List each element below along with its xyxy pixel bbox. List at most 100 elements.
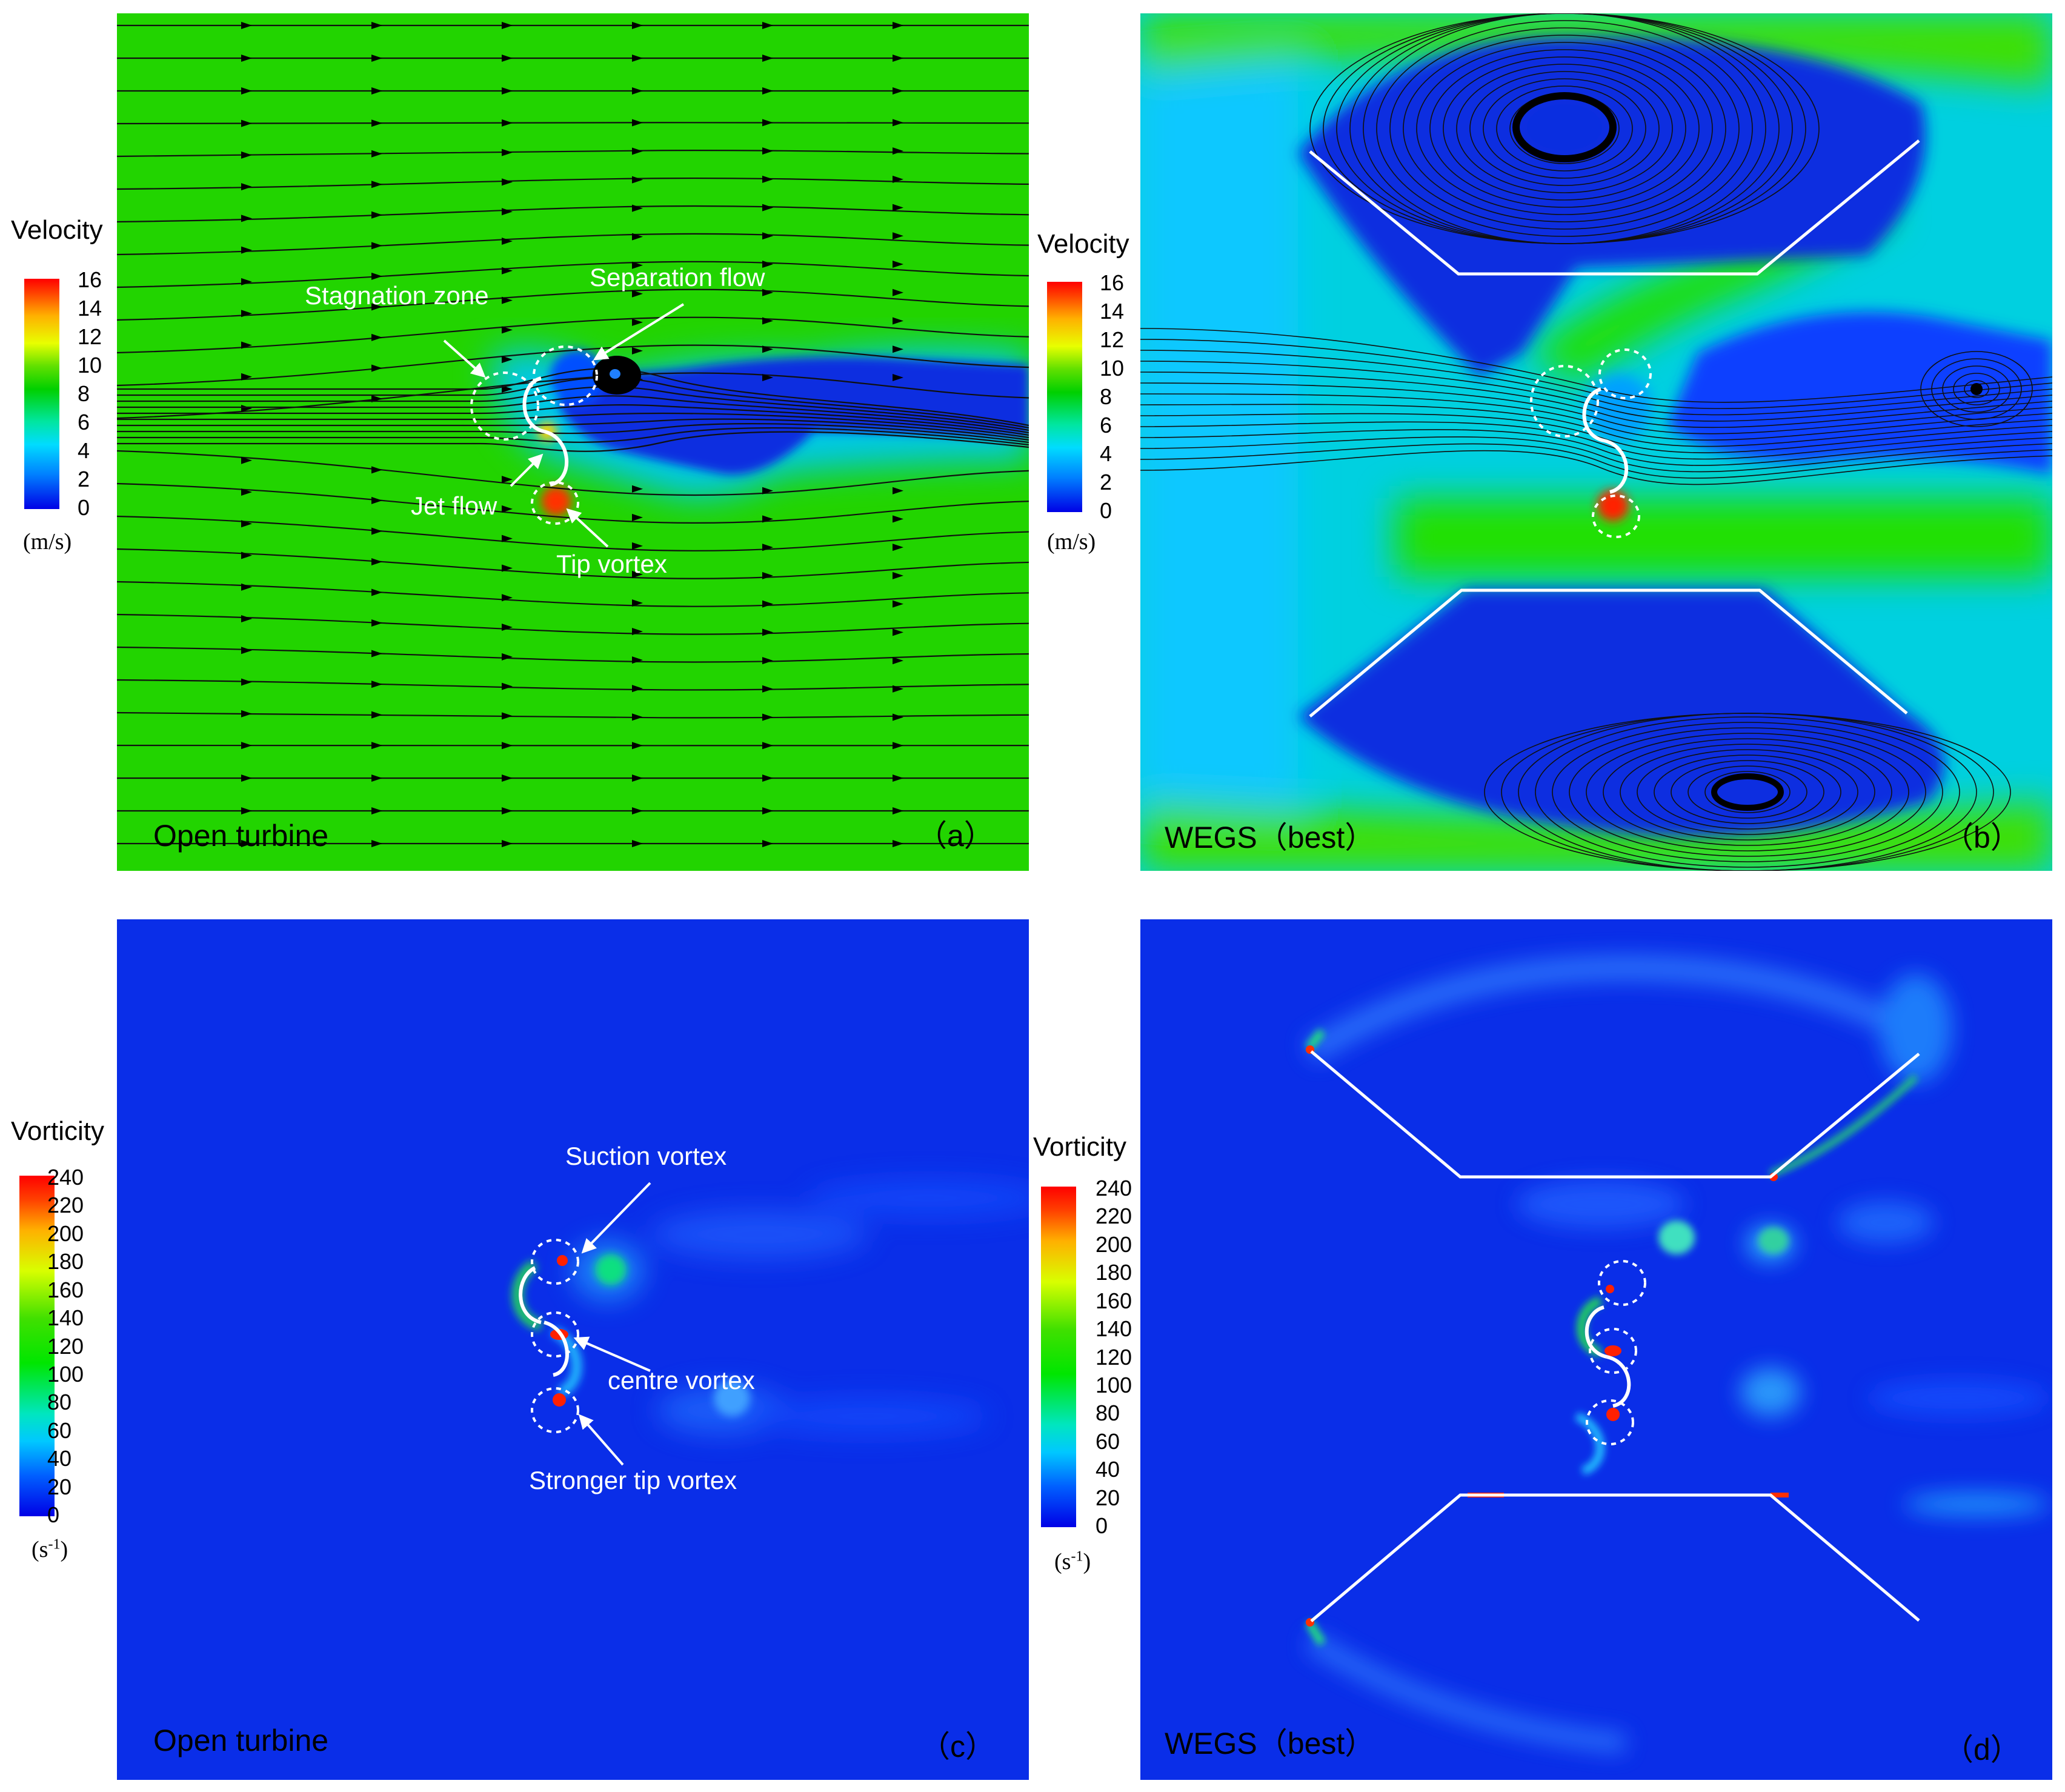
streamline-arrow (502, 476, 513, 484)
streamline-arrow (241, 807, 252, 814)
streamline (1140, 361, 2052, 422)
streamline-arrow (371, 55, 382, 62)
streamline-arrow (371, 711, 382, 719)
streamline-arrow (762, 55, 773, 62)
vorticity-tick-d-120: 120 (1096, 1344, 1132, 1370)
velocity-colorbar (24, 279, 59, 509)
streamline-arrow (762, 807, 773, 814)
streamline-arrow (762, 774, 773, 782)
streamline-arrow (893, 317, 903, 325)
streamline-arrow (632, 774, 643, 782)
streamline-arrow (893, 571, 903, 579)
streamline-arrow (893, 840, 903, 847)
streamline-arrow (371, 807, 382, 814)
streamline-arrow (241, 520, 252, 528)
streamline-arrow (241, 456, 252, 464)
streamline-arrow (762, 742, 773, 750)
streamline-arrow (241, 678, 252, 686)
vorticity-tick-d-220: 220 (1096, 1204, 1132, 1229)
streamline-arrow (241, 373, 252, 381)
panel-c-vorticity-field (117, 919, 1029, 1780)
panel-b-velocity-wegs: WEGS（best） （b） (1140, 13, 2052, 871)
vorticity-tick-220: 220 (47, 1193, 84, 1218)
streamline-arrow (502, 208, 513, 216)
streamline-arrow (762, 628, 773, 636)
streamline (117, 515, 1029, 551)
recirculation-streamline (1671, 760, 1824, 824)
streamline-arrow (371, 333, 382, 341)
recirculation-streamline (1569, 727, 1926, 857)
panel-b-letter: （b） (1943, 821, 2021, 854)
streamline-arrow (762, 288, 773, 296)
streamline-arrow (371, 150, 382, 158)
vorticity-tick-200: 200 (47, 1221, 84, 1246)
streamline-arrow (241, 647, 252, 655)
velocity-tick-b-16: 16 (1100, 270, 1125, 295)
streamline-arrow (893, 742, 903, 750)
recirculation-streamline (1586, 733, 1909, 851)
streamline-arrow (762, 515, 773, 523)
panel-d-label: WEGS（best） (1165, 1727, 1375, 1760)
streamline-arrow (893, 373, 903, 381)
streamline-arrow (762, 600, 773, 608)
streamline-arrow (893, 600, 903, 608)
streamline-arrow (502, 712, 513, 720)
velocity-tick-6: 6 (78, 410, 90, 435)
velocity-tick-b-4: 4 (1100, 441, 1112, 466)
streamline-arrow (502, 535, 513, 542)
panel-a-velocity-open-turbine: Stagnation zone Separation flow Jet flow… (117, 13, 1029, 871)
vorticity-tick-d-60: 60 (1096, 1428, 1120, 1454)
streamline-arrow (762, 373, 773, 381)
streamline-arrow (241, 151, 252, 159)
velocity-tick-10: 10 (78, 353, 102, 378)
stagnation-zone-label: Stagnation zone (305, 281, 489, 310)
streamline-arrow (893, 657, 903, 665)
streamline (1140, 404, 2052, 447)
streamline-arrow (502, 296, 513, 304)
streamline-arrow (632, 840, 643, 847)
recirculation-streamline (1496, 85, 1633, 172)
streamline-arrow (632, 685, 643, 693)
velocity-tick-b-6: 6 (1100, 413, 1112, 438)
wake-streamline (117, 431, 1029, 452)
vorticity-tick-40: 40 (47, 1446, 72, 1471)
recirculation-streamline (1603, 738, 1892, 846)
recirculation-streamline (1403, 35, 1726, 222)
streamline-arrow (502, 55, 513, 62)
centre-vortex-label: centre vortex (608, 1366, 755, 1394)
streamline-arrow (502, 742, 513, 750)
streamline-arrow (632, 599, 643, 607)
streamline-arrow (241, 742, 252, 750)
streamline-arrow (762, 87, 773, 95)
streamline (1140, 393, 2052, 441)
streamline-arrow (893, 544, 903, 551)
streamline-arrow (632, 656, 643, 664)
streamline-arrow (893, 119, 903, 127)
velocity-tick-14: 14 (78, 296, 102, 321)
streamline-arrow (632, 628, 643, 636)
streamline (1140, 443, 2052, 479)
streamline-arrow (762, 119, 773, 127)
streamline-arrow (241, 278, 252, 285)
streamline-arrow (371, 303, 382, 311)
streamline-arrow (893, 55, 903, 62)
streamline-arrow (241, 87, 252, 95)
streamline (1140, 371, 2052, 428)
streamline-arrow (502, 624, 513, 631)
vorticity-tick-d-140: 140 (1096, 1316, 1132, 1342)
velocity-legend-title-b: Velocity (1037, 229, 1129, 259)
streamline (1140, 429, 2052, 466)
panel-d-letter: （d） (1943, 1733, 2021, 1767)
streamline-arrow (893, 87, 903, 95)
velocity-tick-b-10: 10 (1100, 356, 1125, 381)
streamline-arrow (893, 204, 903, 212)
streamline-arrow (762, 204, 773, 212)
wake-vortex-streamline (1920, 351, 2033, 427)
streamline-arrow (632, 204, 643, 212)
streamline-arrow (762, 840, 773, 847)
vorticity-tick-d-100: 100 (1096, 1372, 1132, 1397)
streamline-arrow (762, 345, 773, 353)
separation-flow-label: Separation flow (590, 263, 765, 291)
streamline-arrow (632, 742, 643, 750)
streamline-arrow (893, 175, 903, 183)
